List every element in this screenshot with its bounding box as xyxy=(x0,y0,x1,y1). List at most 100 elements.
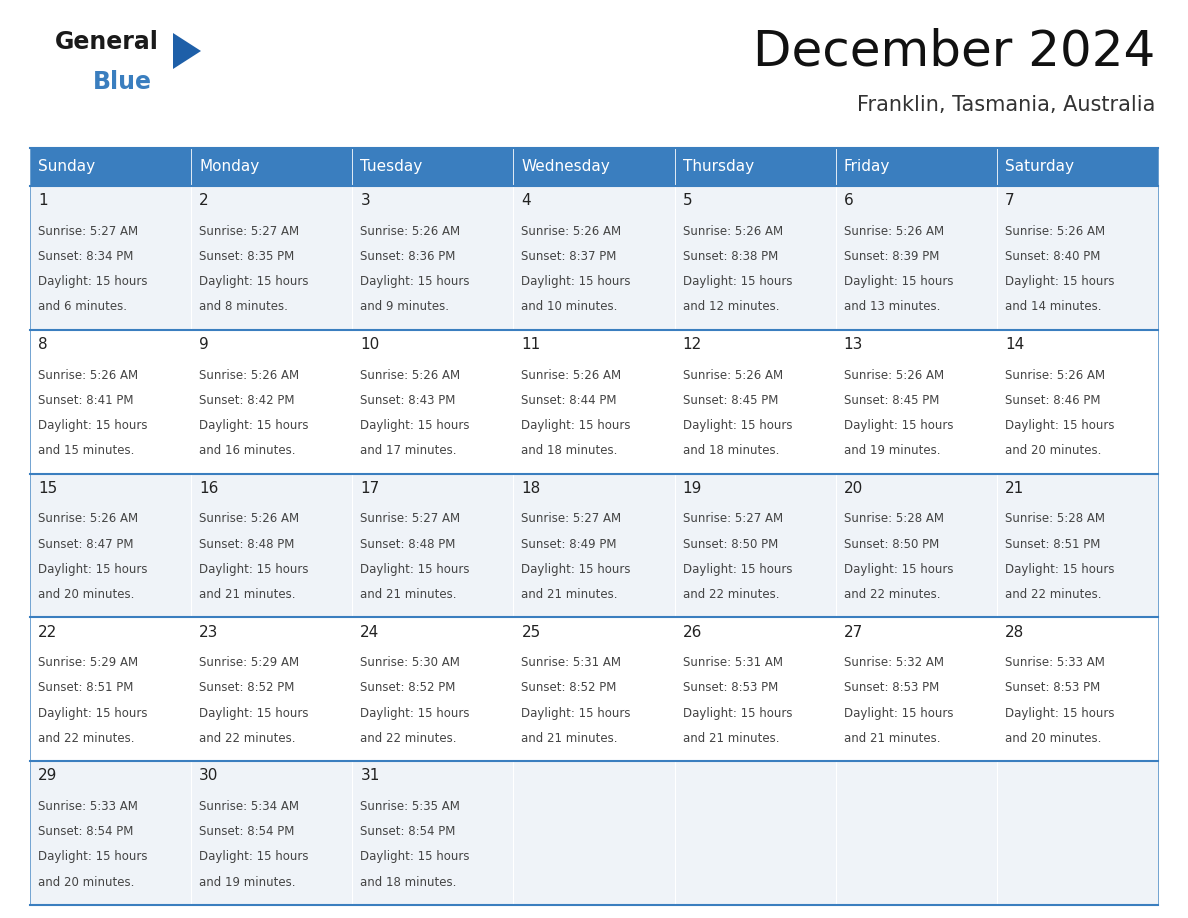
Bar xyxy=(30,186,191,330)
Text: Sunrise: 5:26 AM: Sunrise: 5:26 AM xyxy=(1005,369,1105,382)
Bar xyxy=(191,474,353,618)
Bar xyxy=(675,474,835,618)
Text: and 12 minutes.: and 12 minutes. xyxy=(683,300,779,313)
Text: and 18 minutes.: and 18 minutes. xyxy=(683,444,779,457)
Text: Sunrise: 5:26 AM: Sunrise: 5:26 AM xyxy=(683,225,783,238)
Text: and 21 minutes.: and 21 minutes. xyxy=(360,588,457,601)
Text: Daylight: 15 hours: Daylight: 15 hours xyxy=(360,707,469,720)
Text: Daylight: 15 hours: Daylight: 15 hours xyxy=(200,850,309,863)
Text: Daylight: 15 hours: Daylight: 15 hours xyxy=(1005,419,1114,432)
Text: Daylight: 15 hours: Daylight: 15 hours xyxy=(843,275,953,288)
Text: 4: 4 xyxy=(522,193,531,208)
Text: Sunrise: 5:26 AM: Sunrise: 5:26 AM xyxy=(843,369,944,382)
Text: Sunset: 8:50 PM: Sunset: 8:50 PM xyxy=(683,538,778,551)
Text: Daylight: 15 hours: Daylight: 15 hours xyxy=(683,563,792,576)
Text: 26: 26 xyxy=(683,624,702,640)
Text: 24: 24 xyxy=(360,624,380,640)
Bar xyxy=(191,761,353,905)
Text: Sunrise: 5:27 AM: Sunrise: 5:27 AM xyxy=(38,225,138,238)
Text: Daylight: 15 hours: Daylight: 15 hours xyxy=(522,419,631,432)
Text: Sunset: 8:46 PM: Sunset: 8:46 PM xyxy=(1005,394,1100,407)
Bar xyxy=(997,474,1158,618)
Bar xyxy=(353,148,513,186)
Text: 2: 2 xyxy=(200,193,209,208)
Text: Sunset: 8:37 PM: Sunset: 8:37 PM xyxy=(522,250,617,263)
Text: Daylight: 15 hours: Daylight: 15 hours xyxy=(683,275,792,288)
Text: Sunset: 8:53 PM: Sunset: 8:53 PM xyxy=(1005,681,1100,694)
Text: 12: 12 xyxy=(683,337,702,352)
Text: Daylight: 15 hours: Daylight: 15 hours xyxy=(38,419,147,432)
Bar xyxy=(191,186,353,330)
Text: and 10 minutes.: and 10 minutes. xyxy=(522,300,618,313)
Text: Sunset: 8:51 PM: Sunset: 8:51 PM xyxy=(38,681,133,694)
Text: Sunrise: 5:26 AM: Sunrise: 5:26 AM xyxy=(360,369,461,382)
Text: and 21 minutes.: and 21 minutes. xyxy=(522,588,618,601)
Text: 28: 28 xyxy=(1005,624,1024,640)
Text: Daylight: 15 hours: Daylight: 15 hours xyxy=(683,419,792,432)
Text: Sunday: Sunday xyxy=(38,160,95,174)
Text: and 22 minutes.: and 22 minutes. xyxy=(38,732,134,744)
Bar xyxy=(513,186,675,330)
Bar xyxy=(513,474,675,618)
Text: and 18 minutes.: and 18 minutes. xyxy=(360,876,456,889)
Text: Sunrise: 5:26 AM: Sunrise: 5:26 AM xyxy=(38,512,138,525)
Text: Daylight: 15 hours: Daylight: 15 hours xyxy=(200,419,309,432)
Text: 16: 16 xyxy=(200,481,219,496)
Text: Sunrise: 5:26 AM: Sunrise: 5:26 AM xyxy=(843,225,944,238)
Text: Daylight: 15 hours: Daylight: 15 hours xyxy=(683,707,792,720)
Text: Sunset: 8:35 PM: Sunset: 8:35 PM xyxy=(200,250,295,263)
Text: Sunset: 8:52 PM: Sunset: 8:52 PM xyxy=(200,681,295,694)
Text: and 6 minutes.: and 6 minutes. xyxy=(38,300,127,313)
Text: Sunset: 8:53 PM: Sunset: 8:53 PM xyxy=(683,681,778,694)
Text: Monday: Monday xyxy=(200,160,259,174)
Text: Sunset: 8:40 PM: Sunset: 8:40 PM xyxy=(1005,250,1100,263)
Bar xyxy=(191,148,353,186)
Text: Sunrise: 5:26 AM: Sunrise: 5:26 AM xyxy=(38,369,138,382)
Text: Sunset: 8:52 PM: Sunset: 8:52 PM xyxy=(360,681,456,694)
Text: and 8 minutes.: and 8 minutes. xyxy=(200,300,287,313)
Text: General: General xyxy=(55,30,159,54)
Bar xyxy=(835,330,997,474)
Text: Sunrise: 5:29 AM: Sunrise: 5:29 AM xyxy=(200,656,299,669)
Text: and 22 minutes.: and 22 minutes. xyxy=(360,732,457,744)
Text: 18: 18 xyxy=(522,481,541,496)
Text: Daylight: 15 hours: Daylight: 15 hours xyxy=(360,563,469,576)
Text: Sunset: 8:45 PM: Sunset: 8:45 PM xyxy=(843,394,940,407)
Text: Sunset: 8:43 PM: Sunset: 8:43 PM xyxy=(360,394,456,407)
Text: 22: 22 xyxy=(38,624,57,640)
Text: Daylight: 15 hours: Daylight: 15 hours xyxy=(360,275,469,288)
Text: and 14 minutes.: and 14 minutes. xyxy=(1005,300,1101,313)
Text: and 22 minutes.: and 22 minutes. xyxy=(683,588,779,601)
Text: Sunrise: 5:34 AM: Sunrise: 5:34 AM xyxy=(200,800,299,813)
Text: Sunset: 8:54 PM: Sunset: 8:54 PM xyxy=(38,825,133,838)
Bar xyxy=(997,330,1158,474)
Text: and 21 minutes.: and 21 minutes. xyxy=(683,732,779,744)
Bar xyxy=(675,330,835,474)
Text: 15: 15 xyxy=(38,481,57,496)
Text: Sunset: 8:34 PM: Sunset: 8:34 PM xyxy=(38,250,133,263)
Text: Daylight: 15 hours: Daylight: 15 hours xyxy=(38,850,147,863)
Bar xyxy=(353,330,513,474)
Text: Daylight: 15 hours: Daylight: 15 hours xyxy=(522,707,631,720)
Text: Sunset: 8:51 PM: Sunset: 8:51 PM xyxy=(1005,538,1100,551)
Text: Daylight: 15 hours: Daylight: 15 hours xyxy=(843,419,953,432)
Text: Sunset: 8:39 PM: Sunset: 8:39 PM xyxy=(843,250,940,263)
Text: Daylight: 15 hours: Daylight: 15 hours xyxy=(1005,275,1114,288)
Text: and 16 minutes.: and 16 minutes. xyxy=(200,444,296,457)
Text: Sunrise: 5:28 AM: Sunrise: 5:28 AM xyxy=(843,512,943,525)
Text: Sunset: 8:53 PM: Sunset: 8:53 PM xyxy=(843,681,939,694)
Text: 25: 25 xyxy=(522,624,541,640)
Text: Sunrise: 5:27 AM: Sunrise: 5:27 AM xyxy=(683,512,783,525)
Text: Sunset: 8:44 PM: Sunset: 8:44 PM xyxy=(522,394,617,407)
Text: Daylight: 15 hours: Daylight: 15 hours xyxy=(360,419,469,432)
Text: 10: 10 xyxy=(360,337,380,352)
Text: 14: 14 xyxy=(1005,337,1024,352)
Text: Sunset: 8:42 PM: Sunset: 8:42 PM xyxy=(200,394,295,407)
Bar xyxy=(675,761,835,905)
Bar xyxy=(675,148,835,186)
Text: Daylight: 15 hours: Daylight: 15 hours xyxy=(843,707,953,720)
Text: Daylight: 15 hours: Daylight: 15 hours xyxy=(843,563,953,576)
Bar xyxy=(997,618,1158,761)
Text: Sunset: 8:54 PM: Sunset: 8:54 PM xyxy=(200,825,295,838)
Text: Daylight: 15 hours: Daylight: 15 hours xyxy=(38,275,147,288)
